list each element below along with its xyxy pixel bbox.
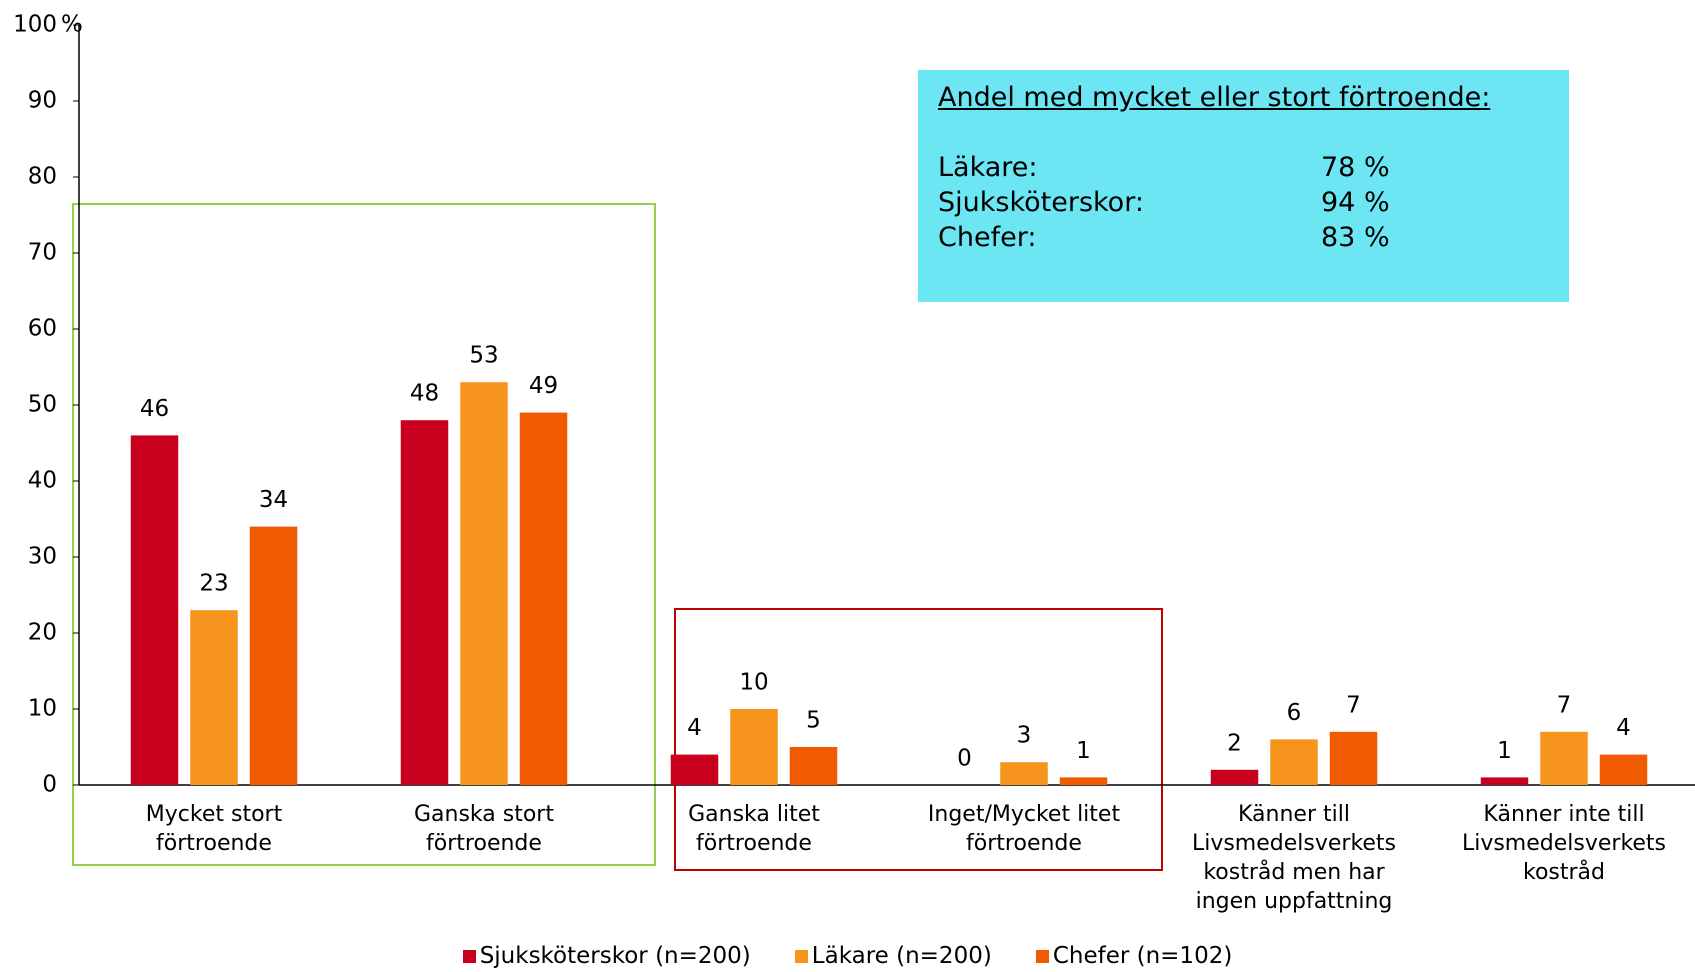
bar: [1270, 739, 1318, 785]
value-label: 7: [1346, 692, 1361, 718]
bar: [789, 747, 838, 785]
annotation-value: 94 %: [1321, 187, 1390, 218]
value-label: 46: [140, 396, 169, 422]
y-axis-label: %: [61, 12, 83, 38]
value-label: 0: [957, 746, 972, 772]
value-label: 23: [199, 571, 228, 597]
legend-swatch: [1035, 949, 1049, 963]
bar: [190, 610, 238, 785]
value-label: 53: [469, 343, 498, 369]
annotation-value: 83 %: [1321, 222, 1390, 253]
x-tick-label: Känner till Livsmedelsverkets kostråd me…: [1191, 802, 1397, 914]
value-label: 34: [259, 487, 288, 513]
x-tick-label: Känner inte till Livsmedelsverkets kostr…: [1461, 802, 1667, 885]
value-label: 6: [1287, 700, 1302, 726]
legend-item: Läkare (n=200): [794, 943, 992, 969]
bar: [670, 754, 719, 785]
y-tick-label: 80: [28, 164, 57, 190]
bar: [519, 412, 568, 785]
value-label: 7: [1557, 692, 1572, 718]
value-label: 2: [1227, 730, 1242, 756]
y-tick-label: 100: [13, 12, 57, 38]
legend-label: Läkare (n=200): [811, 943, 992, 969]
annotation-title: Andel med mycket eller stort förtroende:: [938, 82, 1491, 113]
y-tick-label: 40: [28, 468, 57, 494]
value-label: 5: [806, 708, 821, 734]
x-tick-label: Inget/Mycket litet förtroende: [927, 802, 1121, 856]
annotation-label: Läkare:: [938, 152, 1038, 183]
y-tick-label: 50: [28, 392, 57, 418]
y-tick-label: 0: [42, 772, 57, 798]
x-tick-label: Ganska litet förtroende: [688, 802, 820, 856]
annotation-label: Sjuksköterskor:: [938, 187, 1144, 218]
bar: [1599, 754, 1648, 785]
value-label: 3: [1017, 723, 1032, 749]
bar: [730, 709, 778, 785]
bar: [1329, 731, 1378, 785]
y-tick-label: 60: [28, 316, 57, 342]
bar: [400, 420, 449, 785]
legend-item: Sjuksköterskor (n=200): [462, 943, 751, 969]
bar: [1480, 777, 1529, 785]
bar: [249, 526, 298, 785]
group-frame: [72, 203, 656, 866]
bar: [460, 382, 508, 785]
legend-swatch: [462, 949, 476, 963]
y-tick-label: 20: [28, 620, 57, 646]
value-label: 4: [687, 715, 702, 741]
y-tick-label: 90: [28, 88, 57, 114]
legend-label: Chefer (n=102): [1052, 943, 1233, 969]
y-tick-label: 10: [28, 696, 57, 722]
bar: [1540, 731, 1588, 785]
legend-label: Sjuksköterskor (n=200): [479, 943, 751, 969]
group-frame: [674, 608, 1163, 871]
annotation-value: 78 %: [1321, 152, 1390, 183]
legend: Sjuksköterskor (n=200) Läkare (n=200) Chef…: [0, 943, 1695, 969]
value-label: 4: [1616, 715, 1631, 741]
annotation-label: Chefer:: [938, 222, 1037, 253]
value-label: 1: [1497, 738, 1512, 764]
legend-swatch: [794, 949, 808, 963]
annotation-box: Andel med mycket eller stort förtroende:…: [918, 70, 1569, 302]
x-tick-label: Ganska stort förtroende: [414, 802, 554, 856]
bar: [1210, 769, 1259, 785]
bar: [1059, 777, 1108, 785]
bar: [1000, 762, 1048, 785]
value-label: 10: [739, 670, 768, 696]
value-label: 1: [1076, 738, 1091, 764]
x-tick-label: Mycket stort förtroende: [145, 802, 283, 856]
legend-item: Chefer (n=102): [1035, 943, 1233, 969]
value-label: 48: [410, 381, 439, 407]
y-tick-label: 70: [28, 240, 57, 266]
bar: [130, 435, 179, 785]
y-tick-label: 30: [28, 544, 57, 570]
value-label: 49: [529, 373, 558, 399]
